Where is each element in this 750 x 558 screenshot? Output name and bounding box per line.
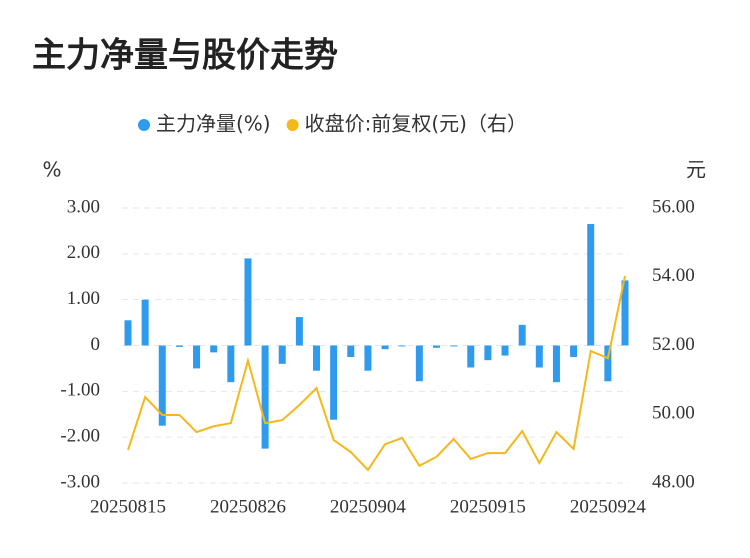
price-line <box>127 275 626 472</box>
bar <box>587 224 595 346</box>
y2ticks-label: 48.00 <box>652 471 695 492</box>
bar <box>415 345 423 382</box>
bar <box>552 345 560 383</box>
x-tick-label: 20250904 <box>330 496 407 517</box>
legend-label: 主力净量(%) <box>156 112 271 136</box>
bar <box>295 317 303 346</box>
y2ticks-label: 56.00 <box>652 196 695 217</box>
bar <box>450 345 458 347</box>
legend-marker <box>286 119 299 131</box>
bar <box>330 345 338 420</box>
bar <box>175 345 183 347</box>
legend: 主力净量(%) 收盘价:前复权(元)（右） <box>138 112 527 136</box>
legend-label: 收盘价:前复权(元)（右） <box>305 112 527 136</box>
bar <box>535 345 543 368</box>
bar <box>244 258 252 346</box>
yticks-label: -3.00 <box>60 471 100 492</box>
bar <box>261 345 269 449</box>
bar <box>621 280 629 346</box>
y-axis-unit: % <box>42 158 61 182</box>
bar <box>364 345 372 371</box>
yticks-label: 1.00 <box>67 288 100 309</box>
bar <box>347 345 355 357</box>
y2-axis-unit: 元 <box>686 158 706 182</box>
x-tick-label: 20250826 <box>210 496 286 517</box>
yticks-label: 2.00 <box>67 242 100 263</box>
y2ticks-label: 54.00 <box>652 265 695 286</box>
bar <box>501 345 509 356</box>
bar <box>227 345 235 383</box>
yticks-label: 0 <box>91 334 101 355</box>
bar <box>381 345 389 350</box>
yticks-label: 3.00 <box>67 196 100 217</box>
x-tick-label: 20250815 <box>90 496 166 517</box>
y2ticks-label: 52.00 <box>652 334 695 355</box>
bar <box>518 324 526 346</box>
bar <box>210 345 218 353</box>
bar <box>570 345 578 357</box>
bar <box>158 345 166 426</box>
bar <box>398 345 406 347</box>
bar <box>278 345 286 364</box>
bar <box>484 345 492 361</box>
bar <box>604 345 612 382</box>
bar <box>467 345 475 368</box>
x-tick-label: 20250915 <box>450 496 526 517</box>
x-tick-label: 20250924 <box>570 496 647 517</box>
bar <box>193 345 201 369</box>
bar <box>432 345 440 348</box>
legend-marker <box>138 119 150 131</box>
yticks-label: -1.00 <box>60 380 100 401</box>
bar <box>141 299 149 346</box>
bar <box>313 345 321 371</box>
yticks-label: -2.00 <box>60 426 100 447</box>
y2ticks-label: 50.00 <box>652 403 695 424</box>
bar <box>124 320 132 346</box>
chart-title: 主力净量与股价走势 <box>32 36 338 76</box>
